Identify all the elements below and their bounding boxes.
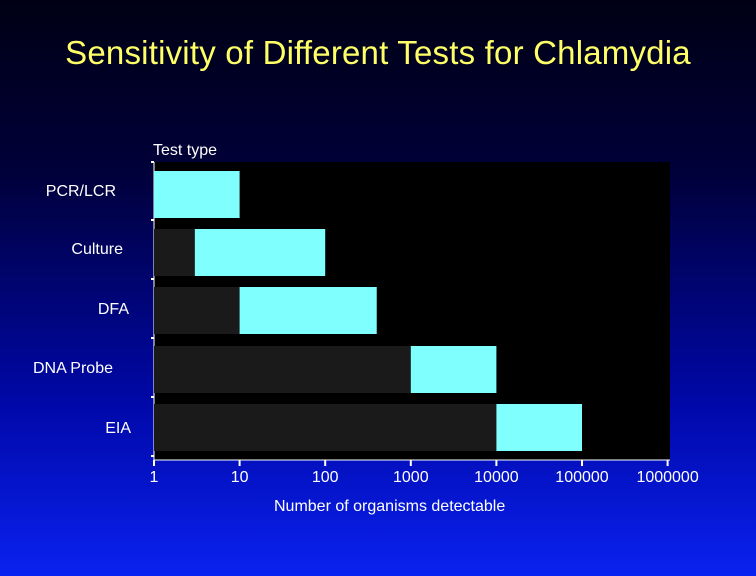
y-axis-title: Test type — [153, 142, 218, 159]
bar-base-eia — [154, 404, 497, 451]
x-axis-title: Number of organisms detectable — [274, 498, 506, 515]
x-tick-label: 10 — [230, 469, 249, 486]
x-tick-label: 1 — [149, 469, 159, 486]
y-tick-label: DFA — [97, 301, 129, 318]
chart-title: Sensitivity of Different Tests for Chlam… — [65, 34, 691, 71]
y-tick-label: EIA — [105, 420, 131, 437]
bar-range-pcr-lcr — [154, 171, 240, 218]
x-tick-label: 10000 — [474, 469, 519, 486]
bar-base-dfa — [154, 287, 240, 334]
y-tick-label: Culture — [71, 241, 123, 258]
bar-range-dfa — [239, 287, 377, 334]
bar-base-dna-probe — [154, 346, 411, 393]
x-tick-label: 100000 — [555, 469, 609, 486]
y-tick-label: DNA Probe — [32, 360, 113, 377]
bar-range-culture — [194, 229, 326, 276]
x-tick-label: 100 — [311, 469, 339, 486]
bar-range-dna-probe — [410, 346, 497, 393]
x-tick-label: 1000 — [393, 469, 429, 486]
y-tick-label: PCR/LCR — [45, 183, 116, 200]
bar-base-culture — [154, 229, 195, 276]
x-tick-label: 1000000 — [636, 469, 699, 486]
bar-range-eia — [496, 404, 582, 451]
